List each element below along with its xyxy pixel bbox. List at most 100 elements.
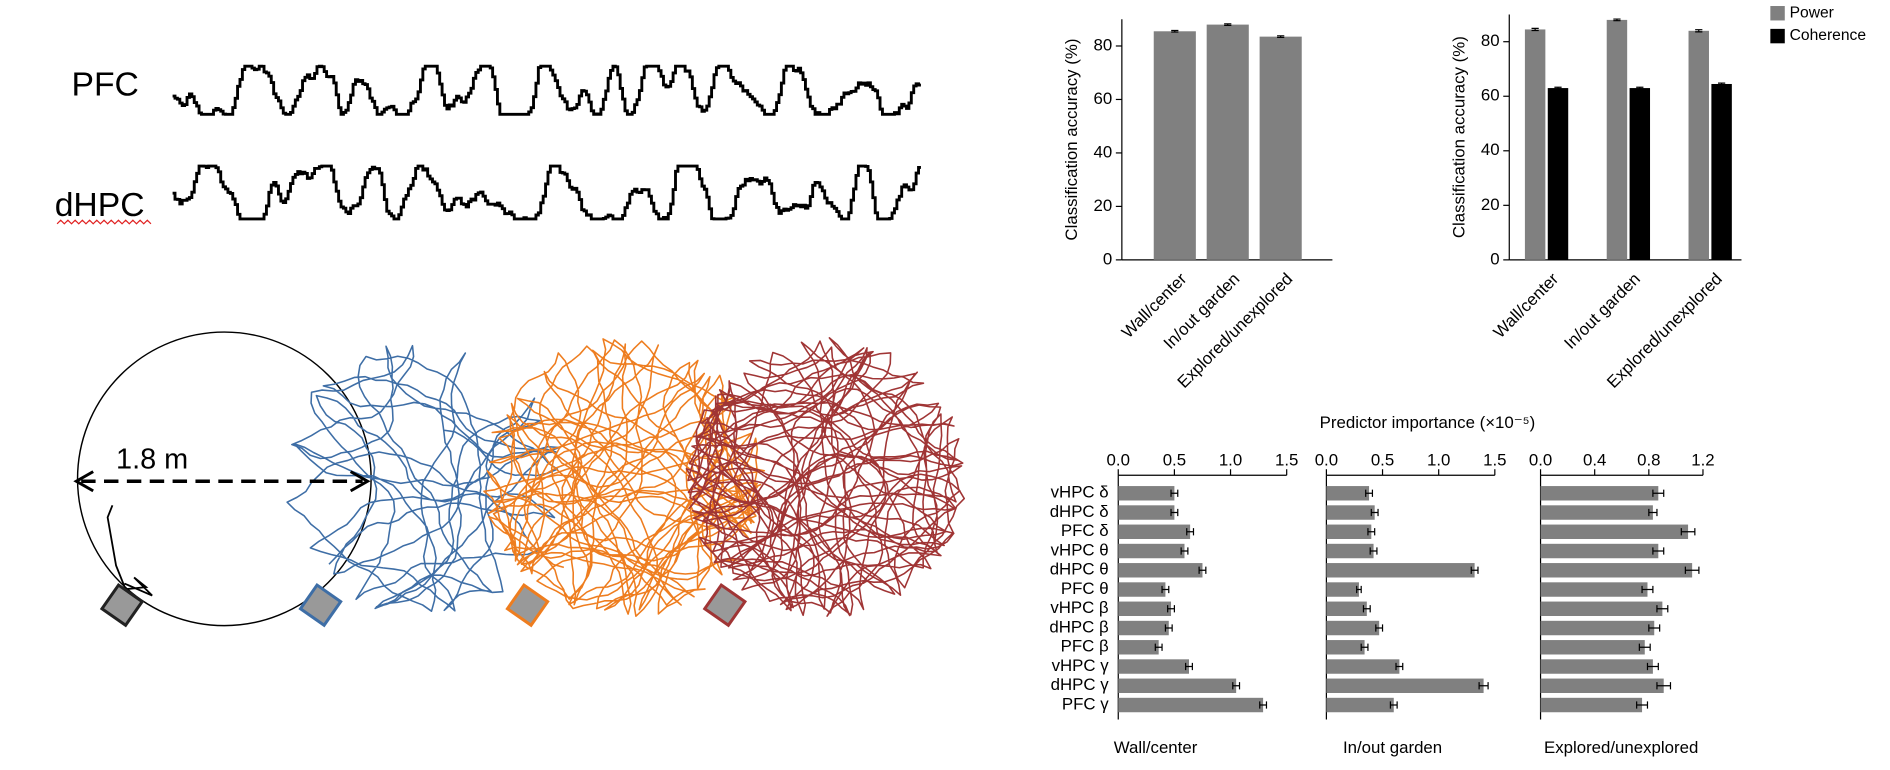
x-tick-label: 0.4: [1583, 450, 1606, 469]
lfp-trace: [172, 164, 921, 221]
error-bar: [1684, 566, 1700, 574]
panel-title: In/out garden: [1343, 738, 1442, 757]
x-tick-label: 1.5: [1275, 450, 1298, 469]
trace-label: PFC: [72, 67, 139, 104]
error-bar: [1232, 682, 1241, 690]
start-box: [702, 582, 748, 628]
bar: [1540, 563, 1693, 578]
y-tick-label: 60: [1094, 89, 1113, 108]
bar: [1206, 24, 1249, 260]
bar: [1259, 36, 1302, 260]
error-bar: [1641, 585, 1654, 594]
error-bar: [1680, 528, 1696, 536]
y-tick-label: 20: [1481, 195, 1500, 214]
x-tick-label: 0.0: [1315, 450, 1338, 469]
bar: [1540, 620, 1655, 636]
error-bar: [1170, 508, 1179, 517]
error-bar: [1154, 643, 1163, 651]
error-bar: [1161, 585, 1170, 594]
x-tick-label: 0.8: [1637, 450, 1660, 469]
spellcheck-underline: [56, 219, 152, 225]
bar: [1540, 524, 1689, 539]
error-bar: [1171, 29, 1179, 33]
x-tick-label: 1.0: [1219, 450, 1242, 469]
panel-title: Wall/center: [1114, 738, 1198, 757]
legend-label: Coherence: [1790, 27, 1866, 44]
y-tick-label: 80: [1481, 31, 1500, 50]
y-tick-label: PFC β: [1061, 637, 1109, 656]
error-bar: [1259, 701, 1268, 709]
error-bar: [1656, 605, 1669, 613]
y-tick-label: dHPC θ: [1050, 560, 1109, 579]
trajectory: [483, 338, 766, 618]
arena-panel: 1.8 m: [73, 331, 966, 628]
error-bar: [1277, 35, 1285, 39]
bar: [1540, 486, 1659, 501]
error-bar: [1375, 624, 1384, 632]
trajectory: [685, 337, 966, 617]
error-bar: [1365, 489, 1374, 497]
error-bar: [1648, 624, 1661, 632]
error-bar: [1198, 566, 1207, 574]
x-tick-label: Wall/center: [1490, 269, 1563, 342]
x-tick-label: 0.5: [1371, 450, 1394, 469]
y-tick-label: vHPC δ: [1051, 483, 1109, 502]
error-bar: [1170, 489, 1179, 497]
bar: [1326, 524, 1372, 539]
y-tick-label: dHPC δ: [1050, 502, 1109, 521]
bar: [1540, 582, 1648, 597]
trajectory: [106, 504, 153, 597]
y-tick-label: PFC δ: [1061, 521, 1109, 540]
error-bar: [1613, 18, 1621, 22]
bar: [1118, 659, 1189, 674]
error-bar: [1180, 547, 1189, 555]
bar: [1540, 697, 1643, 713]
bar: [1118, 524, 1191, 539]
error-bar: [1531, 27, 1539, 32]
error-bar: [1478, 682, 1489, 690]
bar: [1326, 620, 1380, 636]
bar: [1326, 640, 1365, 655]
bar: [1118, 640, 1159, 655]
error-bar: [1367, 528, 1376, 536]
bar: [1118, 678, 1237, 693]
trace-label: dHPC: [55, 187, 145, 224]
error-bar: [1718, 82, 1726, 86]
y-tick-label: 60: [1481, 86, 1500, 105]
error-bar: [1389, 701, 1398, 709]
bar: [1118, 563, 1203, 578]
x-tick-label: 0.5: [1163, 450, 1186, 469]
x-tick-label: 0.0: [1529, 450, 1552, 469]
bar: [1118, 543, 1185, 559]
y-tick-label: 20: [1094, 196, 1113, 215]
bar: [1326, 601, 1367, 616]
error-bar: [1636, 86, 1644, 90]
bar: [1118, 505, 1175, 520]
bar: [1711, 83, 1732, 260]
y-tick-label: 80: [1094, 35, 1113, 54]
bar: [1326, 659, 1400, 674]
error-bar: [1652, 547, 1665, 555]
error-bar: [1224, 23, 1232, 27]
error-bar: [1369, 547, 1378, 555]
error-bar: [1554, 86, 1562, 90]
error-bar: [1356, 585, 1362, 594]
start-box: [505, 582, 550, 628]
error-bar: [1656, 682, 1672, 690]
bar: [1326, 563, 1475, 578]
bar: [1326, 505, 1375, 520]
x-tick-label: In/out garden: [1560, 269, 1644, 353]
error-bar: [1648, 508, 1658, 517]
error-bar: [1395, 662, 1404, 671]
x-tick-label: 1.0: [1427, 450, 1450, 469]
error-bar: [1185, 662, 1193, 671]
y-tick-label: vHPC γ: [1052, 656, 1110, 675]
charts: 0 20 40 60 80 Classification accuracy (%) Wall…: [1049, 4, 1866, 756]
bar: [1118, 697, 1264, 713]
bar: [1326, 543, 1374, 559]
recordings-panel: PFC dHPC: [55, 64, 921, 225]
bar: [1524, 29, 1546, 260]
x-axis-label: Predictor importance (×10⁻⁵): [1320, 413, 1536, 432]
legend-label: Power: [1790, 4, 1834, 21]
